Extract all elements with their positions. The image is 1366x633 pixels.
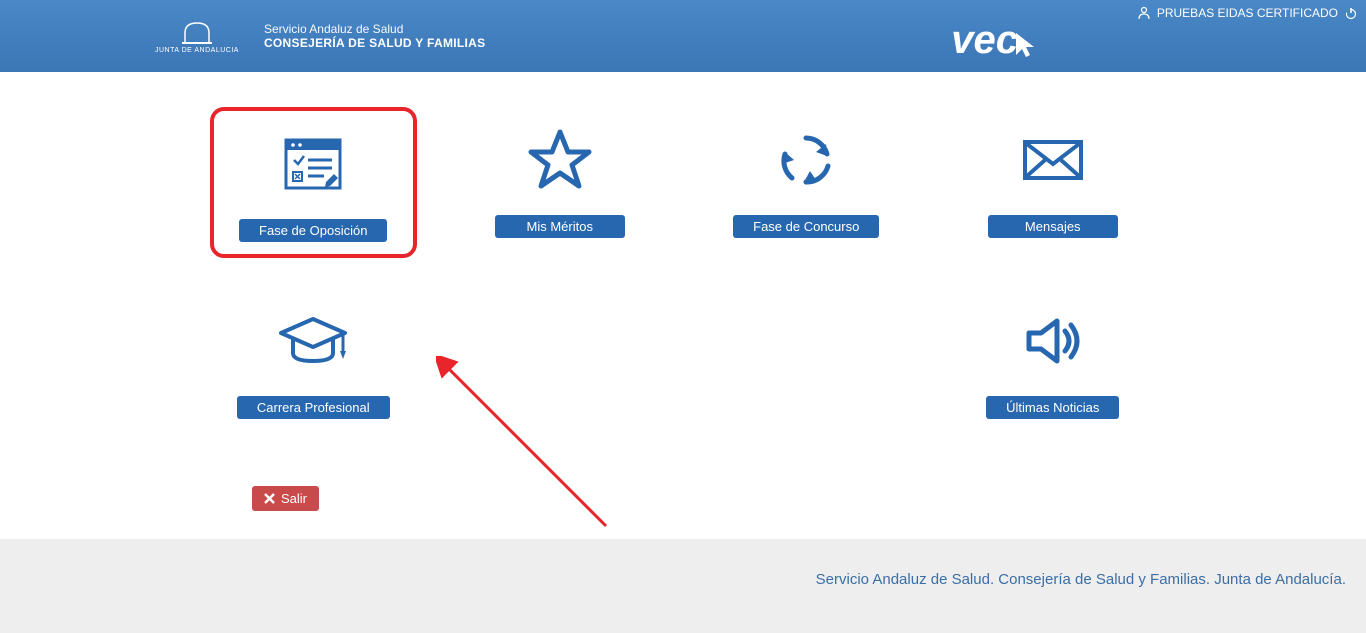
envelope-icon <box>1021 115 1085 205</box>
header-text: Servicio Andaluz de Salud CONSEJERÍA DE … <box>264 22 485 50</box>
menu-item-ultimas-noticias[interactable]: Últimas Noticias <box>950 288 1157 431</box>
exit-button[interactable]: Salir <box>252 486 319 511</box>
fase-concurso-button[interactable]: Fase de Concurso <box>733 215 879 238</box>
junta-emblem: JUNTA DE ANDALUCIA <box>155 19 239 54</box>
header-line1: Servicio Andaluz de Salud <box>264 22 485 36</box>
speaker-icon <box>1021 296 1085 386</box>
vec-logo: vec <box>951 18 1046 63</box>
header-line2: CONSEJERÍA DE SALUD Y FAMILIAS <box>264 36 485 50</box>
ultimas-noticias-button[interactable]: Últimas Noticias <box>986 396 1119 419</box>
power-icon[interactable] <box>1344 6 1358 20</box>
menu-grid: Fase de Oposición Mis Méritos <box>210 107 1156 431</box>
menu-item-mis-meritos[interactable]: Mis Méritos <box>457 107 664 258</box>
user-icon <box>1137 6 1151 20</box>
cursor-icon <box>1010 27 1046 63</box>
cycle-icon <box>774 115 838 205</box>
carrera-profesional-button[interactable]: Carrera Profesional <box>237 396 390 419</box>
emblem-caption: JUNTA DE ANDALUCIA <box>155 47 239 54</box>
main-content: Fase de Oposición Mis Méritos <box>0 72 1366 531</box>
mensajes-button[interactable]: Mensajes <box>988 215 1118 238</box>
exit-label: Salir <box>281 491 307 506</box>
footer-text: Servicio Andaluz de Salud. Consejería de… <box>816 571 1346 588</box>
header: JUNTA DE ANDALUCIA Servicio Andaluz de S… <box>0 0 1366 72</box>
star-icon <box>525 115 595 205</box>
logo-junta: JUNTA DE ANDALUCIA Servicio Andaluz de S… <box>155 19 485 54</box>
menu-item-fase-oposicion[interactable]: Fase de Oposición <box>210 107 417 258</box>
user-name: PRUEBAS EIDAS CERTIFICADO <box>1157 6 1338 20</box>
fase-oposicion-button[interactable]: Fase de Oposición <box>239 219 387 242</box>
mis-meritos-button[interactable]: Mis Méritos <box>495 215 625 238</box>
footer: Servicio Andaluz de Salud. Consejería de… <box>0 539 1366 633</box>
menu-item-carrera-profesional[interactable]: Carrera Profesional <box>210 288 417 431</box>
graduation-icon <box>275 296 351 386</box>
arch-icon <box>181 19 213 45</box>
menu-item-fase-concurso[interactable]: Fase de Concurso <box>703 107 910 258</box>
user-bar[interactable]: PRUEBAS EIDAS CERTIFICADO <box>1137 6 1358 20</box>
vec-label: vec <box>951 18 1018 63</box>
menu-item-mensajes[interactable]: Mensajes <box>950 107 1157 258</box>
form-icon <box>278 119 348 209</box>
close-icon <box>264 493 275 504</box>
